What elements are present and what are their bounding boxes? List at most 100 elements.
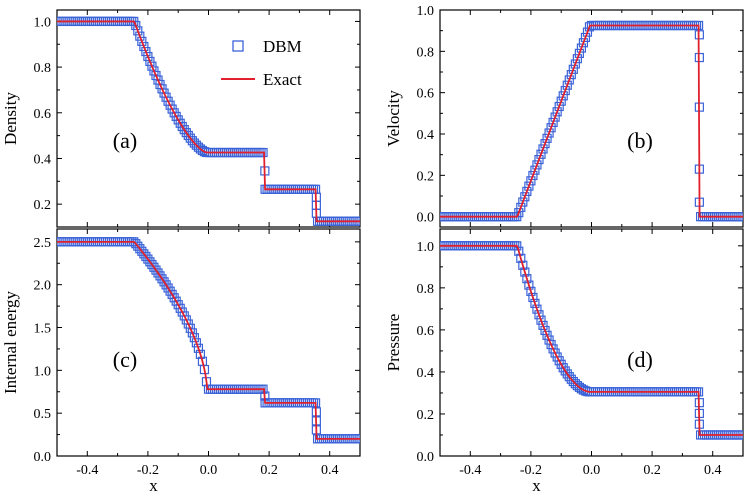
dbm-marker-b-71 bbox=[578, 38, 589, 48]
dbm-series-d bbox=[440, 241, 743, 440]
y-tick-label-a-3: 0.8 bbox=[34, 61, 52, 76]
dbm-marker-b-68 bbox=[572, 54, 582, 64]
dbm-marker-b-65 bbox=[566, 70, 576, 80]
dbm-marker-d-45 bbox=[526, 286, 536, 296]
x-tick-label-c-2: 0.0 bbox=[200, 463, 218, 478]
dbm-marker-b-63 bbox=[562, 80, 572, 90]
y-tick-label-b-1: 0.2 bbox=[417, 169, 435, 184]
dbm-marker-b-69 bbox=[574, 48, 584, 58]
panel-pressure: 0.0 0.2 0.4 0.6 0.8 1.0 -0.4 -0.2 0.0 0.2 0.4 x Pres… bbox=[384, 228, 744, 495]
dbm-marker-d-46 bbox=[528, 292, 538, 303]
dbm-marker-b-72 bbox=[580, 32, 591, 43]
dbm-marker-b-44 bbox=[524, 181, 534, 191]
dbm-series-a bbox=[57, 16, 360, 226]
dbm-marker-d-50 bbox=[536, 315, 546, 325]
y-tick-label-a-4: 1.0 bbox=[34, 15, 52, 30]
dbm-marker-d-41 bbox=[518, 260, 528, 270]
dbm-marker-b-47 bbox=[530, 165, 540, 175]
dbm-marker-a-43 bbox=[139, 41, 149, 52]
dbm-marker-a-41 bbox=[135, 31, 145, 41]
dbm-marker-a-39 bbox=[131, 20, 141, 31]
plot-frame-b bbox=[439, 9, 744, 228]
dbm-marker-b-57 bbox=[550, 112, 560, 122]
x-tick-label-d-0: -0.4 bbox=[459, 463, 481, 478]
dbm-marker-b-59 bbox=[554, 101, 564, 112]
series-group-a bbox=[57, 16, 360, 226]
dbm-marker-d-48 bbox=[532, 304, 542, 314]
x-tick-label-d-1: -0.2 bbox=[520, 463, 542, 478]
x-tick-label-c-4: 0.4 bbox=[321, 463, 339, 478]
dbm-marker-a-45 bbox=[143, 51, 153, 62]
panel-internal-energy: 0.0 0.5 1.0 1.5 2.0 2.5 -0.4 -0.2 0.0 0.2 0.4 x Inte… bbox=[1, 228, 361, 495]
dbm-marker-d-40 bbox=[516, 253, 526, 263]
dbm-marker-a-44 bbox=[141, 46, 151, 57]
x-axis-label-c: x bbox=[149, 476, 158, 495]
y-tick-label-a-1: 0.4 bbox=[34, 152, 52, 167]
legend-dbm-marker bbox=[232, 40, 244, 52]
dbm-marker-d-43 bbox=[522, 274, 532, 284]
dbm-marker-b-66 bbox=[568, 64, 578, 74]
dbm-marker-a-47 bbox=[147, 61, 157, 71]
dbm-marker-c-71 bbox=[195, 349, 206, 359]
dbm-marker-b-48 bbox=[532, 160, 542, 170]
dbm-marker-b-62 bbox=[560, 85, 570, 96]
y-tick-label-d-3: 0.6 bbox=[417, 324, 435, 339]
dbm-marker-b-41 bbox=[518, 197, 528, 207]
legend-dbm-label: DBM bbox=[263, 37, 302, 56]
dbm-marker-d-52 bbox=[540, 325, 550, 336]
panel-label-c: (c) bbox=[113, 347, 137, 372]
y-tick-label-c-3: 1.5 bbox=[34, 322, 52, 337]
exact-line-a bbox=[57, 20, 360, 223]
dbm-marker-b-64 bbox=[564, 75, 574, 85]
x-tick-label-c-1: -0.2 bbox=[137, 463, 159, 478]
x-tick-label-d-4: 0.4 bbox=[704, 463, 722, 478]
y-axis-label-d: Pressure bbox=[384, 314, 403, 372]
dbm-marker-d-49 bbox=[534, 310, 544, 320]
x-tick-label-d-3: 0.2 bbox=[643, 463, 661, 478]
dbm-marker-c-67 bbox=[187, 328, 197, 338]
y-tick-label-d-2: 0.4 bbox=[417, 366, 435, 381]
y-tick-label-c-4: 2.0 bbox=[34, 279, 52, 294]
panel-label-b: (b) bbox=[627, 128, 653, 153]
dbm-marker-b-58 bbox=[552, 107, 562, 117]
dbm-marker-b-60 bbox=[556, 96, 566, 106]
panel-velocity: 0.0 0.2 0.4 0.6 0.8 1.0 Velocity (b) bbox=[384, 4, 744, 228]
y-tick-label-b-3: 0.6 bbox=[417, 87, 435, 102]
dbm-marker-b-43 bbox=[522, 186, 532, 197]
legend-exact-label: Exact bbox=[263, 70, 302, 89]
plot-frame-d bbox=[439, 228, 744, 457]
dbm-marker-b-45 bbox=[526, 176, 536, 186]
dbm-marker-b-39 bbox=[514, 208, 524, 218]
legend: DBM Exact bbox=[221, 37, 302, 89]
dbm-marker-d-51 bbox=[538, 320, 548, 330]
panel-density: 0.2 0.4 0.6 0.8 1.0 Density (a) bbox=[1, 9, 361, 228]
dbm-marker-b-40 bbox=[516, 202, 526, 212]
panel-label-d: (d) bbox=[627, 347, 653, 372]
dbm-marker-b-67 bbox=[570, 59, 580, 69]
exact-line-d bbox=[440, 244, 743, 436]
x-axis-label-d: x bbox=[532, 476, 541, 495]
dbm-series-b bbox=[440, 20, 743, 222]
dbm-marker-a-42 bbox=[137, 36, 147, 46]
dbm-marker-b-56 bbox=[548, 117, 558, 128]
y-tick-label-b-5: 1.0 bbox=[417, 4, 435, 19]
plot-frame-c bbox=[56, 228, 361, 457]
y-tick-label-b-2: 0.4 bbox=[417, 128, 435, 143]
y-tick-label-c-0: 0.0 bbox=[34, 450, 52, 465]
y-axis-label-b: Velocity bbox=[384, 90, 403, 147]
series-group-d bbox=[440, 241, 743, 440]
dbm-marker-a-48 bbox=[149, 66, 159, 76]
panel-label-a: (a) bbox=[113, 128, 137, 153]
dbm-marker-a-40 bbox=[133, 26, 143, 36]
series-group-c bbox=[57, 237, 360, 444]
exact-line-c bbox=[57, 240, 360, 440]
dbm-marker-d-42 bbox=[520, 267, 530, 277]
dbm-marker-c-70 bbox=[193, 343, 203, 353]
dbm-marker-b-50 bbox=[536, 149, 546, 159]
y-tick-label-b-4: 0.8 bbox=[417, 45, 435, 60]
y-axis-label-c: Internal energy bbox=[1, 290, 20, 394]
dbm-marker-d-44 bbox=[524, 280, 534, 290]
dbm-marker-d-53 bbox=[542, 330, 552, 340]
dbm-marker-b-51 bbox=[538, 144, 548, 154]
dbm-marker-b-52 bbox=[540, 139, 550, 149]
